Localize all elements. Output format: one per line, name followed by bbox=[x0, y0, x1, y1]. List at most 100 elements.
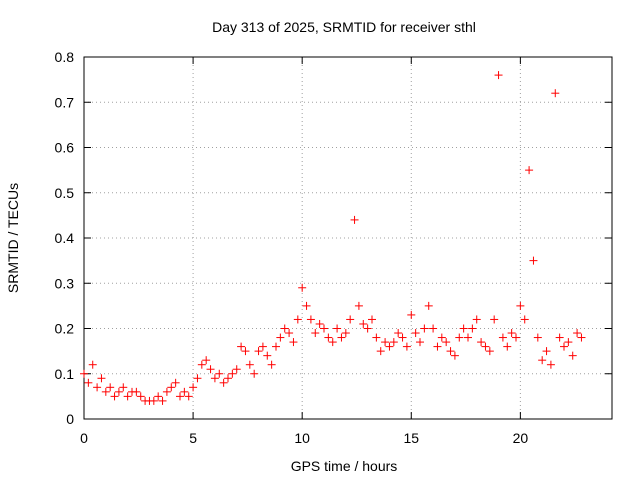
x-tick-label: 15 bbox=[403, 430, 419, 446]
data-point bbox=[459, 324, 468, 333]
data-point bbox=[136, 392, 145, 401]
data-point bbox=[250, 369, 259, 378]
data-point bbox=[320, 324, 328, 333]
data-point bbox=[354, 301, 363, 310]
data-point bbox=[267, 360, 276, 369]
chart-title: Day 313 of 2025, SRMTID for receiver sth… bbox=[212, 19, 476, 35]
data-point bbox=[289, 338, 298, 347]
data-point bbox=[507, 329, 516, 338]
data-point bbox=[407, 310, 416, 319]
data-point bbox=[350, 215, 359, 224]
data-point bbox=[490, 315, 499, 324]
data-point bbox=[215, 369, 224, 378]
data-point bbox=[516, 301, 525, 310]
data-point bbox=[381, 338, 390, 347]
data-point bbox=[538, 356, 547, 365]
data-point bbox=[442, 338, 451, 347]
data-point bbox=[276, 333, 285, 342]
data-point bbox=[324, 333, 333, 342]
data-point bbox=[341, 329, 350, 338]
data-point bbox=[416, 338, 424, 347]
data-point bbox=[123, 392, 132, 401]
data-point bbox=[333, 324, 342, 333]
data-point bbox=[398, 333, 407, 342]
data-point bbox=[464, 333, 472, 342]
data-point bbox=[241, 347, 250, 356]
data-point bbox=[385, 342, 394, 351]
y-tick-label: 0.2 bbox=[55, 321, 75, 337]
data-point bbox=[315, 319, 324, 328]
data-point bbox=[455, 333, 464, 342]
data-point bbox=[546, 360, 555, 369]
data-point bbox=[149, 396, 158, 405]
data-point bbox=[450, 351, 459, 360]
y-tick-label: 0.6 bbox=[55, 140, 75, 156]
data-point bbox=[485, 347, 494, 356]
data-point bbox=[363, 324, 372, 333]
data-point bbox=[97, 374, 106, 383]
data-point bbox=[420, 324, 429, 333]
data-point bbox=[210, 374, 219, 383]
axis-ticks: 0 0.1 0.2 0.3 0.4 0.5 0.6 0.7 0.8 0 5 10 15 20 bbox=[55, 49, 612, 446]
data-point bbox=[311, 329, 320, 338]
data-point bbox=[219, 378, 228, 387]
data-point bbox=[577, 333, 586, 342]
data-point bbox=[555, 333, 564, 342]
data-point bbox=[298, 283, 307, 292]
data-point bbox=[437, 333, 446, 342]
data-point bbox=[424, 301, 433, 310]
data-point bbox=[551, 89, 560, 98]
x-tick-label: 0 bbox=[80, 430, 88, 446]
data-point bbox=[376, 347, 385, 356]
data-point bbox=[306, 315, 315, 324]
data-point bbox=[280, 324, 289, 333]
data-point bbox=[119, 383, 128, 392]
data-point bbox=[564, 338, 573, 347]
data-point bbox=[171, 378, 180, 387]
data-point bbox=[202, 356, 211, 365]
data-point bbox=[254, 347, 263, 356]
data-point bbox=[429, 324, 438, 333]
data-point bbox=[106, 383, 115, 392]
data-point bbox=[176, 392, 184, 401]
data-point bbox=[245, 360, 254, 369]
data-point bbox=[573, 329, 582, 338]
data-point bbox=[237, 342, 246, 351]
data-series bbox=[80, 71, 586, 405]
data-point bbox=[110, 392, 119, 401]
data-point bbox=[368, 315, 376, 324]
data-point bbox=[263, 351, 272, 360]
x-tick-label: 5 bbox=[189, 430, 197, 446]
data-point bbox=[433, 342, 442, 351]
data-point bbox=[206, 365, 215, 374]
data-point bbox=[88, 360, 97, 369]
y-tick-label: 0.8 bbox=[55, 49, 75, 65]
data-point bbox=[228, 369, 237, 378]
data-point bbox=[193, 374, 202, 383]
data-point bbox=[80, 369, 88, 378]
data-point bbox=[162, 387, 171, 396]
data-point bbox=[197, 360, 206, 369]
data-point bbox=[402, 342, 411, 351]
data-point bbox=[468, 324, 477, 333]
data-point bbox=[232, 365, 241, 374]
data-point bbox=[189, 383, 198, 392]
data-point bbox=[101, 387, 110, 396]
data-point bbox=[224, 374, 232, 383]
y-tick-label: 0.7 bbox=[55, 94, 75, 110]
data-point bbox=[158, 396, 167, 405]
y-tick-label: 0.5 bbox=[55, 185, 75, 201]
data-point bbox=[529, 256, 538, 265]
data-point bbox=[394, 329, 403, 338]
data-point bbox=[568, 351, 577, 360]
data-point bbox=[272, 342, 280, 351]
data-point bbox=[520, 315, 529, 324]
data-point bbox=[184, 392, 193, 401]
data-point bbox=[498, 333, 507, 342]
data-point bbox=[359, 319, 368, 328]
data-point bbox=[446, 347, 455, 356]
data-point bbox=[503, 342, 512, 351]
data-point bbox=[389, 338, 398, 347]
y-axis-title: SRMTID / TECUs bbox=[5, 183, 21, 293]
